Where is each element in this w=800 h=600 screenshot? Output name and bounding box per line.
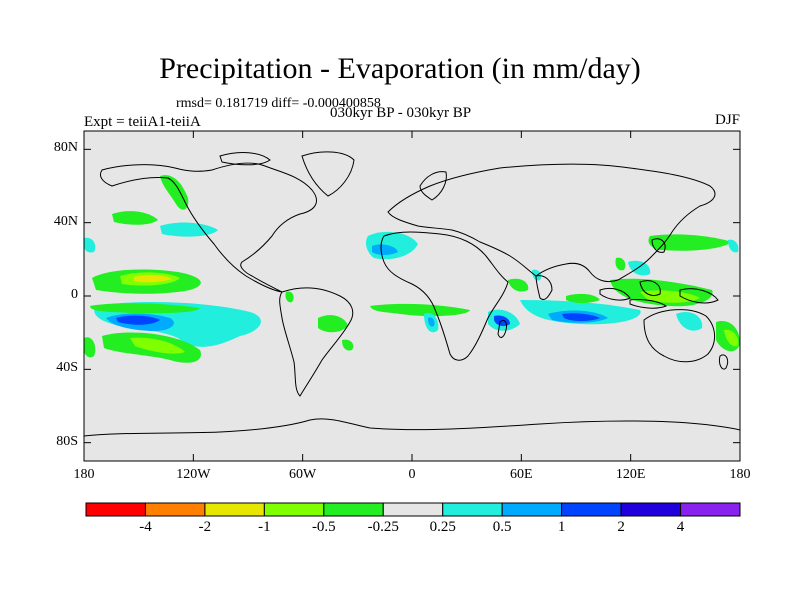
coast-south-america (279, 287, 354, 397)
lon-tick-label: 0 (408, 467, 416, 482)
lat-tick-label: 80N (53, 140, 78, 156)
colorbar-box (680, 502, 741, 517)
coast-arctic-islands (219, 152, 271, 166)
coast-eurasia (387, 163, 716, 283)
contour-cyan-far-west (84, 237, 96, 253)
coast-new-zealand (719, 354, 729, 370)
stats-subtitle: rmsd= 0.181719 diff= -0.000400858 (176, 96, 381, 111)
colorbar-label: 1 (557, 519, 566, 535)
colorbar-label: 0.25 (429, 519, 456, 535)
colorbar-box (442, 502, 503, 517)
colorbar-box (263, 502, 325, 517)
coast-africa (380, 231, 509, 361)
colorbar-label: -4 (139, 519, 152, 535)
coast-japan (651, 238, 666, 253)
contour-cyan-aus (676, 311, 703, 331)
coast-australia (643, 309, 715, 363)
contour-lightgreen-se-pac (724, 329, 739, 347)
colorbar-box (561, 502, 622, 517)
colorbar-label: -1 (258, 519, 271, 535)
contour-green-brazil (318, 315, 348, 333)
colorbar-label: -0.5 (311, 519, 336, 535)
contour-green-satl (370, 303, 470, 317)
contour-green-nw-america (160, 175, 189, 210)
colorbar (85, 502, 741, 517)
coast-borneo (639, 280, 661, 296)
coast-scandinavia (419, 171, 447, 201)
contour-lightgreen-sspac (130, 337, 185, 354)
lon-tick-label: 60W (289, 467, 317, 482)
coast-java (629, 299, 668, 309)
coast-antarctica (84, 418, 740, 437)
contour-green-scs (615, 257, 626, 271)
colorbar-label: 0.5 (492, 519, 512, 535)
period-label: 030kyr BP - 030kyr BP (330, 105, 472, 121)
colorbar-box (323, 502, 384, 517)
contour-lightgreen-wpac (640, 290, 700, 303)
contour-green-nwpac (648, 234, 732, 251)
contour-green-epac (285, 291, 294, 303)
contour-blue-spcz (116, 315, 160, 325)
contour-green-satl2 (342, 339, 354, 351)
lon-tick-label: 60E (510, 467, 533, 482)
colorbar-box (620, 502, 682, 517)
coastlines (84, 151, 740, 437)
colorbar-box (85, 502, 146, 517)
contour-green-arabian (508, 278, 529, 292)
lon-tick-label: 180 (73, 467, 95, 482)
axis-ticks (83, 131, 741, 461)
colorbar-label: -0.25 (367, 519, 399, 535)
contour-cyan-spcz (94, 302, 261, 347)
lat-tick-label: 40N (53, 213, 78, 229)
lat-tick-label: 0 (71, 287, 78, 302)
colorbar-label: 2 (617, 519, 625, 535)
coast-new-guinea (679, 288, 719, 304)
colorbar-box (204, 502, 265, 517)
coast-india (535, 275, 553, 301)
contour-green-io (566, 293, 600, 303)
contour-cyan-scs (628, 260, 651, 276)
colorbar-box (144, 502, 206, 517)
lat-tick-label: 40S (56, 360, 78, 376)
contour-green-np (112, 211, 158, 225)
colorbar-box (382, 502, 444, 517)
contour-green-far-sw (84, 337, 96, 358)
lon-tick-label: 120W (176, 467, 211, 482)
anomaly-contours (84, 175, 740, 363)
contour-yellow-npac (134, 274, 172, 283)
map-title: Precipitation - Evaporation (in mm/day) (159, 52, 641, 85)
contour-lightblue-natl (372, 244, 398, 255)
contour-green-spac (90, 303, 200, 314)
coast-greenland (301, 151, 355, 197)
colorbar-label: 4 (676, 519, 685, 535)
season-label: DJF (714, 112, 740, 128)
contour-blue-io (562, 313, 600, 321)
lon-tick-label: 180 (729, 467, 751, 482)
experiment-label: Expt = teiiA1-teiiA (84, 114, 201, 130)
coast-madagascar (497, 319, 507, 338)
coast-sumatra (599, 287, 631, 301)
colorbar-label: -2 (198, 519, 212, 535)
colorbar-box (501, 502, 563, 517)
contour-cyan-dateline (728, 239, 739, 253)
lon-tick-label: 120E (615, 467, 646, 482)
lat-tick-label: 80S (56, 433, 78, 449)
contour-lightblue-congo (428, 317, 435, 327)
contour-cyan-np (160, 222, 218, 237)
